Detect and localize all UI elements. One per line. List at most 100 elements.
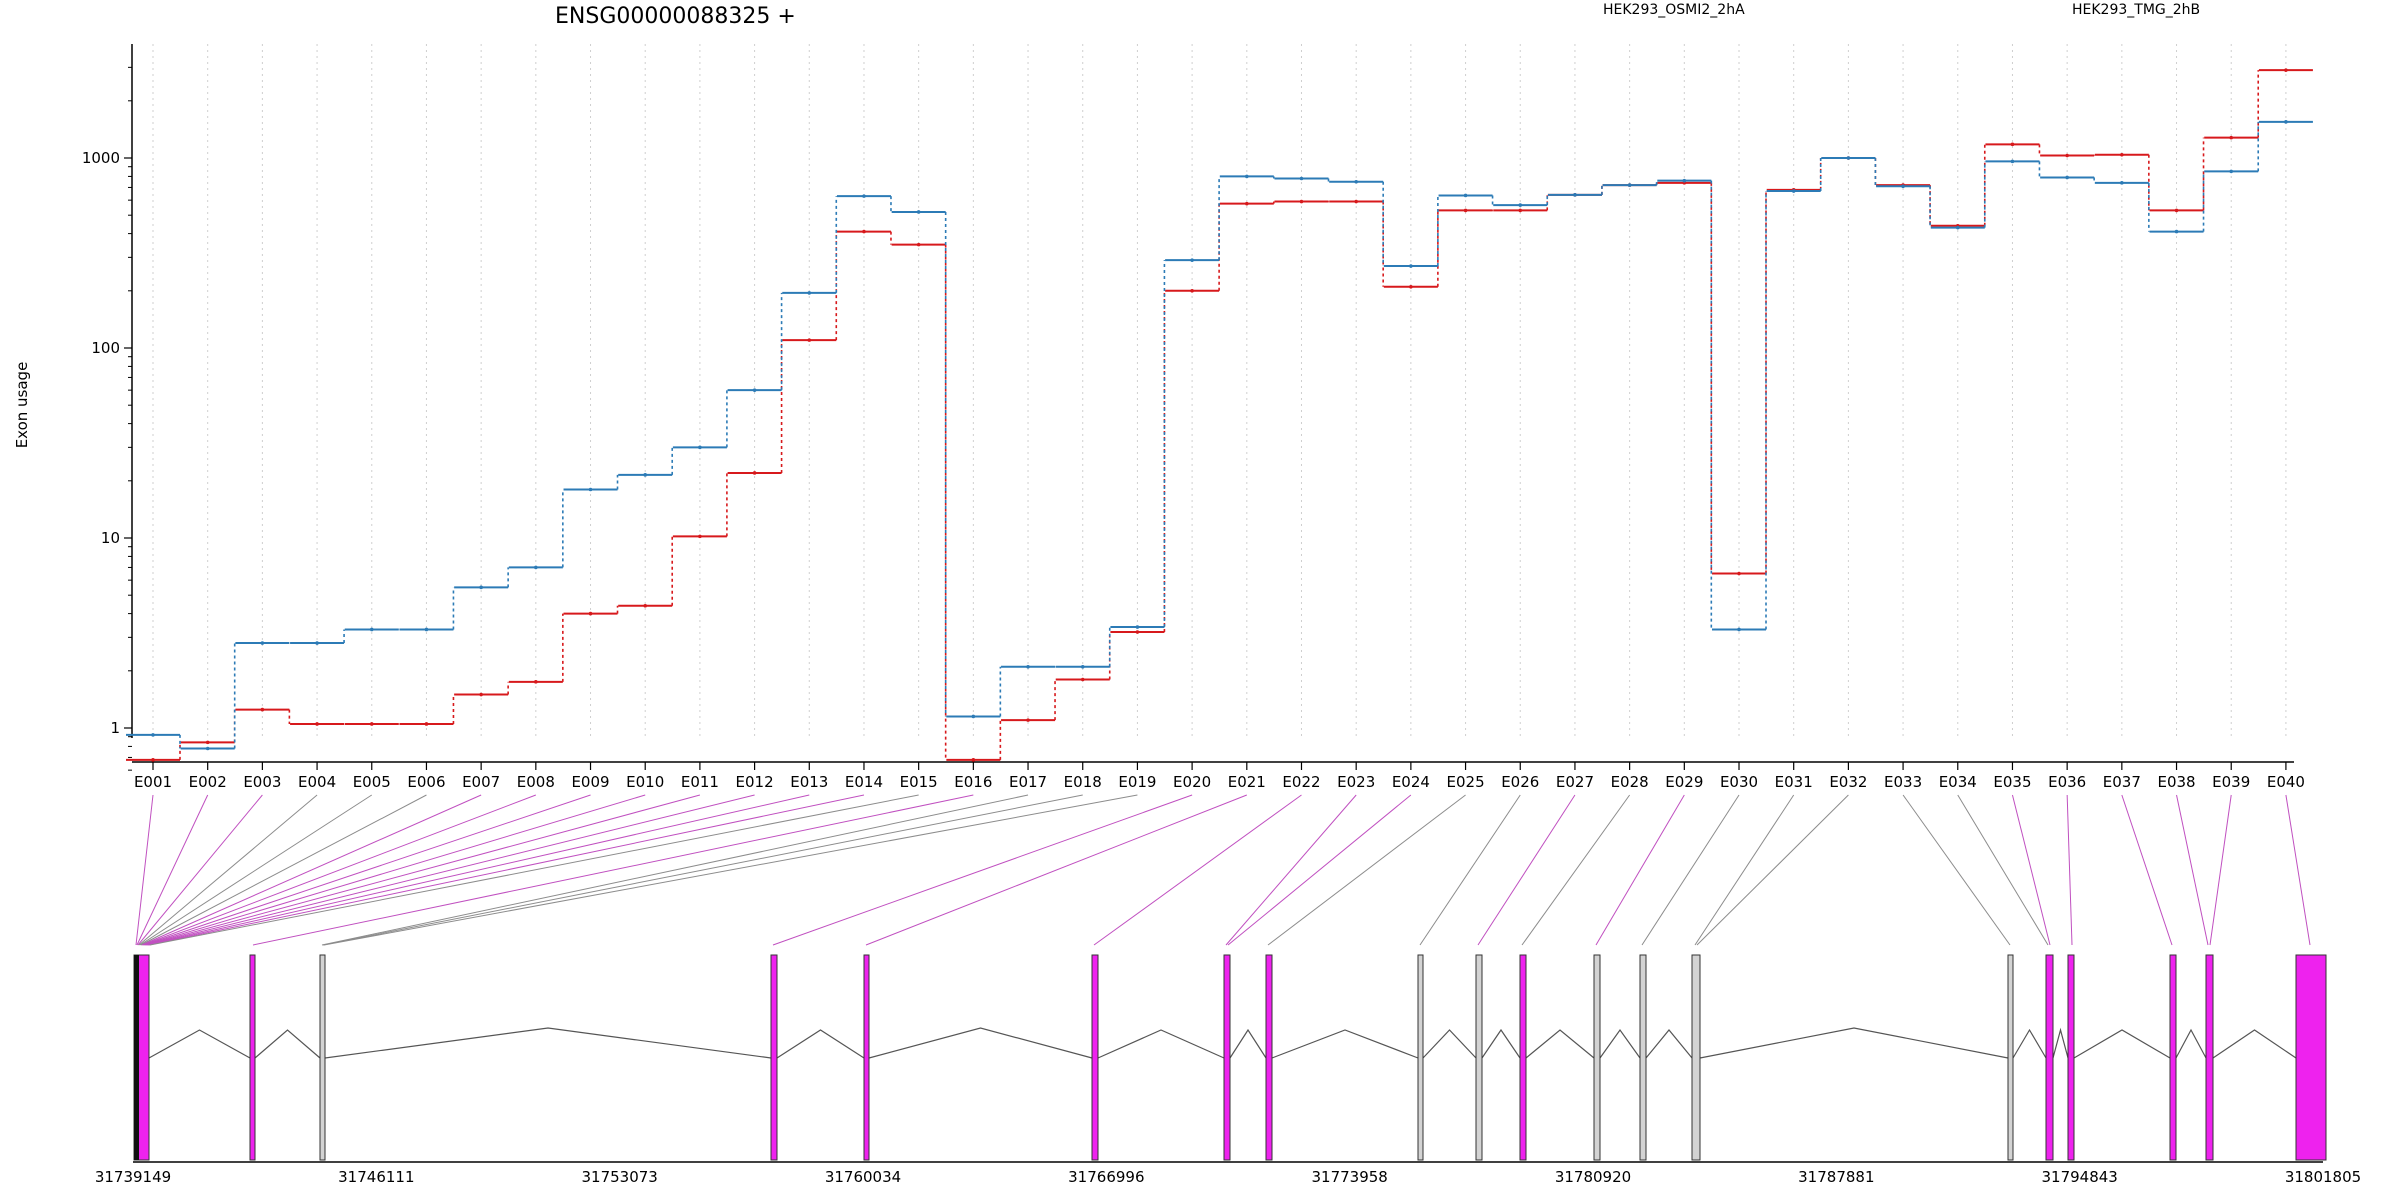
exon-box-19 (2205, 954, 2214, 1161)
series-1-point-E026 (1518, 208, 1523, 213)
x-tick-label-E036: E036 (2048, 773, 2086, 791)
series-2-point-E035 (2010, 159, 2015, 164)
connector-E006 (140, 794, 427, 946)
connector-E008 (142, 794, 537, 946)
exon-box-20 (2295, 954, 2327, 1161)
connector-E002 (136, 794, 209, 946)
series-1-point-E035 (2010, 142, 2015, 147)
series-1-point-E024 (1409, 284, 1413, 289)
connector-E021 (865, 794, 1247, 946)
series-2-point-E027 (1573, 193, 1577, 197)
connector-E031 (1694, 794, 1795, 946)
exon-box-2 (249, 954, 256, 1161)
x-tick-label-E023: E023 (1337, 773, 1375, 791)
series-2-point-E002 (205, 746, 210, 751)
intron-10 (1481, 1028, 1521, 1059)
connector-E001 (135, 794, 154, 946)
x-tick-label-E029: E029 (1665, 773, 1703, 791)
series-1-point-E014 (862, 229, 866, 234)
connector-E039 (2209, 794, 2232, 946)
series-2-point-E006 (424, 627, 429, 632)
exon-box-5 (863, 954, 870, 1161)
connector-E007 (141, 794, 482, 946)
exon-box-13 (1639, 954, 1647, 1161)
intron-13 (1645, 1029, 1693, 1059)
series-2-point-E023 (1354, 179, 1358, 184)
x-tick-label-E034: E034 (1939, 773, 1977, 791)
x-tick-label-E011: E011 (681, 773, 719, 791)
connector-E026 (1419, 794, 1521, 946)
x-tick-label-E040: E040 (2267, 773, 2305, 791)
intron-1 (148, 1029, 251, 1059)
series-1-point-E021 (1245, 201, 1249, 206)
series-1-point-E038 (2174, 208, 2179, 213)
series-2-point-E016 (971, 714, 976, 719)
series-1-point-E019 (1135, 630, 1140, 634)
series-2-point-E026 (1518, 203, 1523, 207)
series-1-point-E018 (1080, 677, 1085, 682)
series-2-point-E038 (2174, 229, 2179, 234)
series-2-point-E007 (479, 585, 483, 590)
x-tick-label-E035: E035 (1993, 773, 2031, 791)
x-tick-label-E027: E027 (1556, 773, 1594, 791)
series-2-point-E004 (315, 641, 319, 645)
connector-E035 (2011, 794, 2051, 946)
chart-title: ENSG00000088325 + (555, 4, 796, 29)
genome-tick-label-31794843: 31794843 (2041, 1168, 2117, 1186)
genome-tick-label-31780920: 31780920 (1555, 1168, 1631, 1186)
connector-E020 (772, 794, 1193, 946)
intron-11 (1525, 1029, 1595, 1059)
series-1-point-E037 (2120, 152, 2124, 157)
x-tick-label-E021: E021 (1228, 773, 1266, 791)
x-tick-label-E013: E013 (790, 773, 828, 791)
series-2-point-E036 (2065, 175, 2069, 180)
x-tick-label-E031: E031 (1775, 773, 1813, 791)
x-tick-label-E002: E002 (189, 773, 227, 791)
series-2-point-E034 (1955, 225, 1960, 230)
intron-8 (1271, 1029, 1419, 1059)
y-tick-label-100: 100 (91, 339, 120, 357)
series-1-point-E022 (1299, 199, 1304, 204)
connector-E028 (1521, 794, 1631, 946)
series-1-point-E023 (1354, 199, 1358, 204)
genome-tick-label-31739149: 31739149 (95, 1168, 171, 1186)
series-2-point-E005 (369, 627, 374, 632)
x-tick-label-E001: E001 (134, 773, 172, 791)
x-tick-label-E003: E003 (243, 773, 281, 791)
x-tick-label-E039: E039 (2212, 773, 2250, 791)
series-1-point-E017 (1026, 718, 1030, 722)
x-tick-label-E016: E016 (954, 773, 992, 791)
connector-E019 (323, 794, 1138, 946)
genome-tick-label-31766996: 31766996 (1068, 1168, 1144, 1186)
series-2-point-E010 (643, 473, 648, 477)
genome-tick-label-31760034: 31760034 (825, 1168, 901, 1186)
x-tick-label-E007: E007 (462, 773, 500, 791)
connector-E015 (149, 794, 919, 946)
x-axis: E001 E002 E003 E004 E005 E006 E007 E008 E009 E010… (132, 761, 2305, 791)
series-1-point-E008 (534, 680, 538, 684)
connector-E004 (138, 794, 318, 946)
x-tick-label-E037: E037 (2103, 773, 2141, 791)
x-tick-label-E022: E022 (1282, 773, 1320, 791)
series-1-point-E011 (698, 534, 702, 539)
connector-E005 (139, 794, 373, 946)
x-tick-label-E006: E006 (407, 773, 445, 791)
intron-4 (776, 1029, 865, 1059)
series-2-point-E039 (2229, 169, 2234, 174)
intron-15 (2012, 1028, 2047, 1059)
x-tick-label-E026: E026 (1501, 773, 1539, 791)
series-1-point-E007 (479, 692, 483, 697)
series-2-point-E020 (1190, 258, 1194, 262)
connector-E003 (137, 794, 263, 946)
intron-9 (1422, 1029, 1477, 1059)
exon-box-14 (1691, 954, 1701, 1161)
series-2-point-E003 (260, 641, 265, 645)
intron-14 (1699, 1027, 2009, 1059)
series-1-point-E030 (1737, 571, 1741, 576)
series-1-point-E012 (752, 471, 757, 475)
x-tick-label-E033: E033 (1884, 773, 1922, 791)
series-2-point-E028 (1627, 183, 1632, 187)
series-2-point-E032 (1846, 156, 1851, 160)
series-2-point-E021 (1245, 174, 1249, 179)
